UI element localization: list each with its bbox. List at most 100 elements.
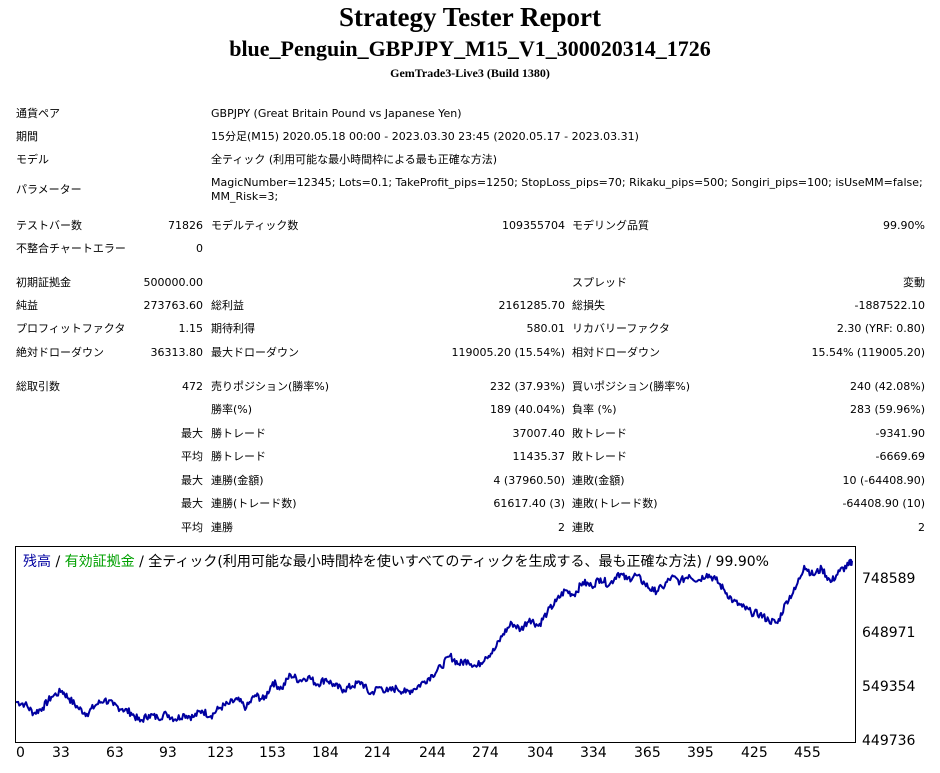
stat-label: 連勝 — [211, 521, 233, 534]
stat-label: 敗トレード — [572, 427, 627, 440]
x-tick-label: 455 — [794, 745, 821, 761]
stat-value: 273763.60 — [143, 299, 204, 312]
info-value-period: 15分足(M15) 2020.05.18 00:00 - 2023.03.30 … — [211, 130, 639, 143]
stat-value: 61617.40 (3) — [493, 497, 565, 510]
stat-label: リカバリーファクタ — [572, 322, 670, 335]
stat-value: 10 (-64408.90) — [842, 474, 925, 487]
stat-label: 不整合チャートエラー — [16, 242, 126, 255]
legend-equity: 有効証拠金 — [64, 554, 135, 570]
info-value-params-2: MM_Risk=3; — [211, 190, 279, 203]
report-subtitle: blue_Penguin_GBPJPY_M15_V1_300020314_172… — [229, 36, 711, 61]
info-value-params-1: MagicNumber=12345; Lots=0.1; TakeProfit_… — [211, 176, 923, 189]
info-label-model: モデル — [16, 153, 49, 166]
stat-value: 15.54% (119005.20) — [811, 346, 925, 359]
stat-value: 11435.37 — [512, 450, 566, 463]
stat-value: -64408.90 (10) — [842, 497, 925, 510]
stat-label: 最大 — [181, 427, 203, 440]
stat-label: 最大ドローダウン — [211, 346, 299, 359]
x-tick-label: 184 — [312, 745, 339, 761]
stat-label: モデリング品質 — [572, 219, 649, 232]
stat-value: 2 — [558, 521, 565, 534]
stat-label: 総損失 — [572, 299, 605, 312]
x-tick-label: 395 — [687, 745, 714, 761]
chart-legend: 残高 / 有効証拠金 / 全ティック(利用可能な最小時間枠を使いすべてのティック… — [23, 551, 769, 571]
stat-label: 連勝(トレード数) — [211, 497, 297, 510]
legend-balance: 残高 — [23, 554, 51, 570]
x-tick-label: 33 — [52, 745, 70, 761]
info-label-params: パラメーター — [16, 183, 82, 196]
y-tick-label: 449736 — [862, 733, 916, 749]
x-tick-label: 334 — [580, 745, 607, 761]
stat-value: 71826 — [168, 219, 203, 232]
balance-chart-plot — [16, 558, 853, 723]
stat-value: 119005.20 (15.54%) — [451, 346, 565, 359]
stat-value: 99.90% — [883, 219, 925, 232]
stat-value: 36313.80 — [150, 346, 204, 359]
stat-label: 総取引数 — [16, 380, 60, 393]
info-value-pair: GBPJPY (Great Britain Pound vs Japanese … — [211, 107, 462, 120]
info-label-pair: 通貨ペア — [16, 107, 60, 120]
stat-label: 期待利得 — [211, 322, 255, 335]
stat-value: 変動 — [903, 276, 925, 289]
stat-label: 勝トレード — [211, 427, 266, 440]
stat-label: テストバー数 — [16, 219, 82, 232]
y-tick-label: 648971 — [862, 625, 916, 641]
stat-label: 連敗 — [572, 521, 594, 534]
stat-label: 連敗(金額) — [572, 474, 625, 487]
legend-description: / 全ティック(利用可能な最小時間枠を使いすべてのティックを生成する、最も正確な… — [134, 554, 769, 570]
stat-value: 500000.00 — [143, 276, 204, 289]
stat-value: 1.15 — [178, 322, 204, 335]
server-name: GemTrade3-Live3 (Build 1380) — [390, 66, 550, 80]
stat-label: 勝トレード — [211, 450, 266, 463]
stat-label: プロフィットファクタ — [16, 322, 126, 335]
stat-label: 勝率(%) — [211, 403, 253, 416]
stat-value: 580.01 — [526, 322, 566, 335]
stat-label: 負率 (%) — [572, 403, 617, 416]
stat-value: 4 (37960.50) — [493, 474, 565, 487]
y-tick-label: 549354 — [862, 679, 916, 695]
stat-label: 最大 — [181, 497, 203, 510]
x-tick-label: 365 — [634, 745, 661, 761]
stat-label: 売りポジション(勝率%) — [211, 380, 330, 393]
y-tick-label: 748589 — [862, 571, 916, 587]
x-tick-label: 63 — [106, 745, 124, 761]
stat-value: 189 (40.04%) — [489, 403, 565, 416]
x-tick-label: 0 — [16, 745, 25, 761]
stat-label: 初期証拠金 — [16, 276, 71, 289]
x-tick-label: 93 — [159, 745, 177, 761]
stat-value: 232 (37.93%) — [489, 380, 565, 393]
x-tick-label: 425 — [741, 745, 768, 761]
stat-value: -1887522.10 — [854, 299, 925, 312]
stat-label: 平均 — [181, 521, 203, 534]
info-label-period: 期間 — [16, 130, 38, 143]
x-tick-label: 244 — [419, 745, 446, 761]
stat-label: 平均 — [181, 450, 203, 463]
stat-value: 0 — [196, 242, 203, 255]
stat-value: 109355704 — [502, 219, 565, 232]
stat-label: 絶対ドローダウン — [16, 346, 104, 359]
x-tick-label: 304 — [527, 745, 554, 761]
stat-value: -6669.69 — [875, 450, 925, 463]
stat-value: 37007.40 — [512, 427, 566, 440]
x-tick-label: 153 — [259, 745, 286, 761]
stat-value: 283 (59.96%) — [849, 403, 925, 416]
stat-value: 2.30 (YRF: 0.80) — [836, 322, 925, 335]
legend-separator: / — [51, 554, 65, 570]
stat-label: モデルティック数 — [211, 219, 299, 232]
stat-value: -9341.90 — [875, 427, 925, 440]
balance-chart — [15, 546, 856, 743]
report-title: Strategy Tester Report — [339, 2, 601, 32]
x-tick-label: 214 — [364, 745, 391, 761]
stat-value: 240 (42.08%) — [849, 380, 925, 393]
stat-value: 2161285.70 — [498, 299, 565, 312]
stat-label: 純益 — [16, 299, 38, 312]
stat-label: 敗トレード — [572, 450, 627, 463]
balance-line — [16, 558, 853, 723]
stat-value: 2 — [918, 521, 925, 534]
x-tick-label: 123 — [207, 745, 234, 761]
stat-label: 最大 — [181, 474, 203, 487]
x-tick-label: 274 — [472, 745, 499, 761]
stat-label: 相対ドローダウン — [572, 346, 660, 359]
stat-value: 472 — [182, 380, 203, 393]
stat-label: 買いポジション(勝率%) — [572, 380, 691, 393]
